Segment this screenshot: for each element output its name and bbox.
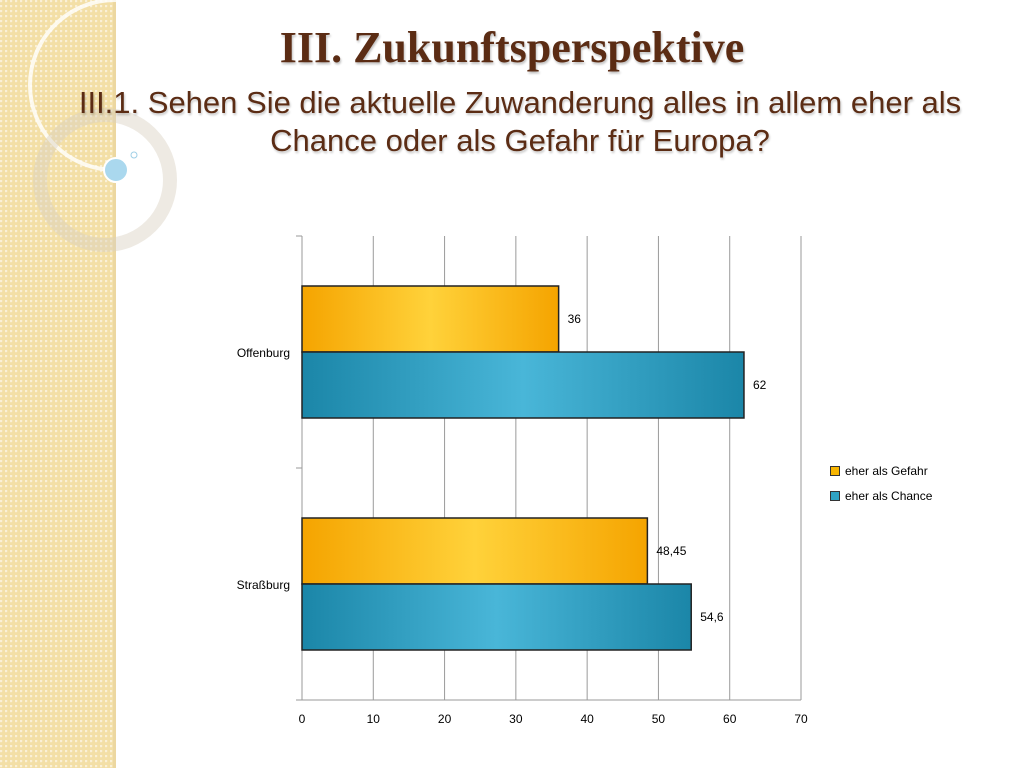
x-tick-label: 70 [794,712,808,726]
bar-gefahr [301,285,560,353]
legend-item-gefahr: eher als Gefahr [830,458,932,483]
slide-subtitle: III.1. Sehen Sie die aktuelle Zuwanderun… [78,85,962,158]
x-tick-label: 60 [723,712,737,726]
data-label: 54,6 [700,610,724,624]
slide-title: III. Zukunftsperspektive [279,23,745,72]
legend-item-chance: eher als Chance [830,483,932,508]
legend-swatch-gefahr [830,465,840,476]
decorative-side-band [0,0,113,768]
legend-swatch-chance [830,490,840,501]
side-band-edge [113,0,116,768]
data-label: 62 [753,378,767,392]
labels: 0 10 20 30 40 50 60 70 Offenburg 36 62 Straßburg 48,… [237,312,808,726]
legend-label-gefahr: eher als Gefahr [845,463,928,478]
bar-chance [301,583,692,651]
chart-legend: eher als Gefahr eher als Chance [830,458,932,508]
bar-chance [301,351,745,419]
category-label: Offenburg [237,346,290,360]
data-label: 36 [568,312,582,326]
decorative-rings [28,0,200,252]
x-tick-label: 50 [652,712,666,726]
x-tick-label: 40 [580,712,594,726]
bar-gefahr [301,517,649,585]
category-label: Straßburg [237,578,290,592]
legend-label-chance: eher als Chance [845,488,933,503]
x-tick-label: 0 [299,712,306,726]
x-tick-label: 30 [509,712,523,726]
data-label: 48,45 [656,544,686,558]
x-tick-label: 20 [438,712,452,726]
x-tick-label: 10 [367,712,381,726]
bars [301,285,745,651]
